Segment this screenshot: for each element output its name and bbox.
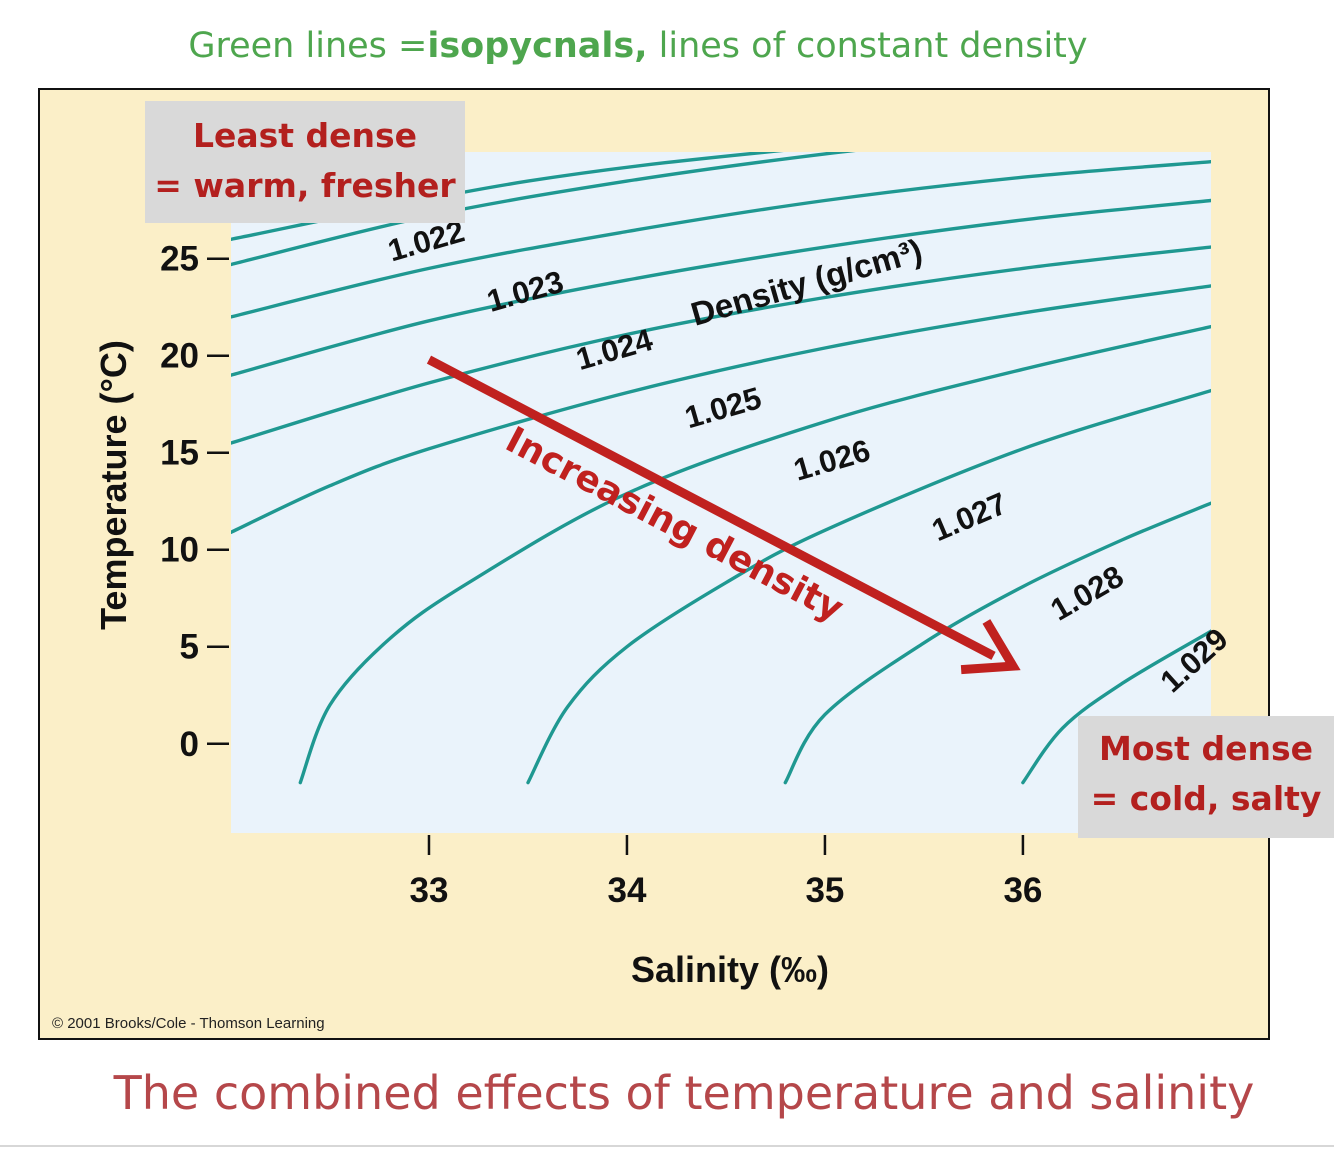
isopycnal-line-1.024 [231,198,1211,377]
y-tick-label-10: 10 [160,531,199,570]
x-axis-label: Salinity (‰) [631,949,829,990]
y-tick-label-5: 5 [180,628,199,667]
most-dense-desc: = cold, salty [1090,779,1322,818]
top-caption: Green lines =isopycnals, lines of consta… [0,26,1276,66]
caption-suffix: lines of constant density [647,26,1088,66]
density-arrow-shaft [426,355,996,660]
x-tick-label-34: 34 [607,871,646,910]
least-dense-callout: Least dense = warm, fresher [145,101,465,223]
y-tick-label-15: 15 [160,434,199,473]
most-dense-callout: Most dense = cold, salty [1078,716,1334,838]
x-tick-label-36: 36 [1003,871,1042,910]
isopycnal-line-1.029 [783,501,1211,785]
isopycnal-line-1.026 [231,284,1211,534]
isopycnal-line-1.028 [526,388,1211,785]
isopycnal-line-1.025 [231,245,1211,445]
copyright: © 2001 Brooks/Cole - Thomson Learning [52,1015,325,1032]
bottom-caption: The combined effects of temperature and … [113,1066,1255,1120]
y-axis-label: Temperature (°C) [93,340,134,630]
least-dense-desc: = warm, fresher [154,166,456,205]
x-tick-label-35: 35 [805,871,844,910]
caption-bold-term: isopycnals, [427,26,648,66]
isopycnal-line-1.027 [298,324,1211,785]
density-arrow-head [960,619,1021,675]
y-tick-label-25: 25 [160,240,199,279]
y-tick-label-0: 0 [180,725,199,764]
x-tick-label-33: 33 [410,871,449,910]
caption-prefix: Green lines = [188,26,428,66]
least-dense-title: Least dense [192,116,418,155]
divider [0,1145,1334,1147]
isopycnal-line-1.023 [231,160,1211,319]
isopycnal-line-1.030 [1021,629,1211,785]
plot-area [231,152,1211,833]
most-dense-title: Most dense [1099,729,1313,768]
y-tick-label-20: 20 [160,337,199,376]
